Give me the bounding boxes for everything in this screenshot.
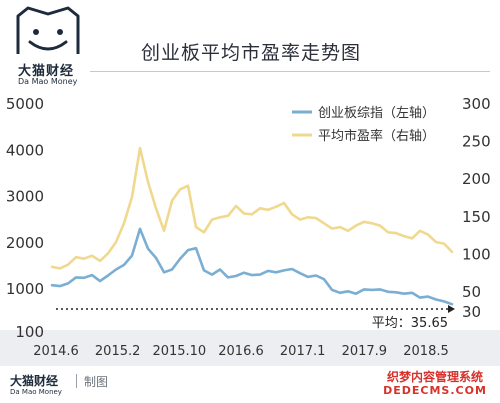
- right-tick-label: 250: [462, 133, 491, 151]
- x-tick-label: 2016.6: [218, 344, 264, 359]
- x-axis: 2014.6 2015.2 2015.10 2016.6 2017.1 2017.9 201…: [33, 344, 449, 359]
- left-tick-label: 1000: [6, 280, 44, 298]
- left-axis: 100 1000 2000 3000 4000 5000: [6, 95, 44, 341]
- right-tick-label: 100: [462, 245, 491, 263]
- reference-arrow: [448, 305, 455, 313]
- cat-icon: [16, 6, 80, 54]
- watermark-cn: 织梦内容管理系统: [386, 370, 483, 384]
- x-tick-label: 2014.6: [33, 344, 79, 359]
- left-tick-label: 2000: [6, 234, 44, 252]
- x-tick-label: 2017.1: [280, 344, 326, 359]
- left-tick-label: 3000: [6, 188, 44, 206]
- legend: 创业板综指（左轴） 平均市盈率（右轴）: [292, 106, 435, 144]
- footer-separator: [76, 374, 77, 388]
- legend-label: 创业板综指（左轴）: [318, 106, 435, 121]
- brand-logo: 大猫财经 Da Mao Money: [8, 4, 88, 90]
- series-group: [50, 146, 454, 306]
- footer-made-by: 制图: [84, 375, 109, 389]
- watermark-en: DEDECMS.COM: [383, 384, 487, 397]
- left-tick-label: 5000: [6, 95, 44, 113]
- left-tick-label: 4000: [6, 141, 44, 159]
- footer-brand-name-en: Da Mao Money: [10, 388, 62, 396]
- footer-brand-name: 大猫财经: [10, 374, 59, 388]
- x-axis-band: [0, 330, 500, 366]
- brand-name-en: Da Mao Money: [18, 77, 78, 86]
- right-tick-label: 150: [462, 208, 491, 226]
- reference-label: 平均：35.65: [372, 316, 448, 331]
- legend-label: 平均市盈率（右轴）: [318, 128, 435, 144]
- title-divider: [90, 71, 490, 72]
- x-tick-label: 2017.9: [342, 344, 388, 359]
- x-tick-label: 2015.10: [152, 344, 206, 359]
- right-tick-label: 200: [462, 170, 491, 188]
- watermark: 织梦内容管理系统 DEDECMS.COM: [372, 366, 498, 400]
- series-line-left-axis: [50, 227, 454, 306]
- x-tick-label: 2015.2: [95, 344, 141, 359]
- chart-title: 创业板平均市盈率走势图: [140, 42, 361, 64]
- right-axis: 30 50 100 150 200 250 300: [462, 95, 491, 321]
- series-line-right-axis: [50, 146, 454, 270]
- brand-name: 大猫财经: [18, 64, 75, 79]
- left-tick-label: 100: [15, 323, 44, 341]
- reference-line-group: 平均：35.65: [56, 305, 455, 331]
- right-tick-label: 30: [462, 303, 481, 321]
- x-tick-label: 2018.5: [403, 344, 449, 359]
- right-tick-label: 300: [462, 95, 491, 113]
- right-tick-label: 50: [462, 283, 481, 301]
